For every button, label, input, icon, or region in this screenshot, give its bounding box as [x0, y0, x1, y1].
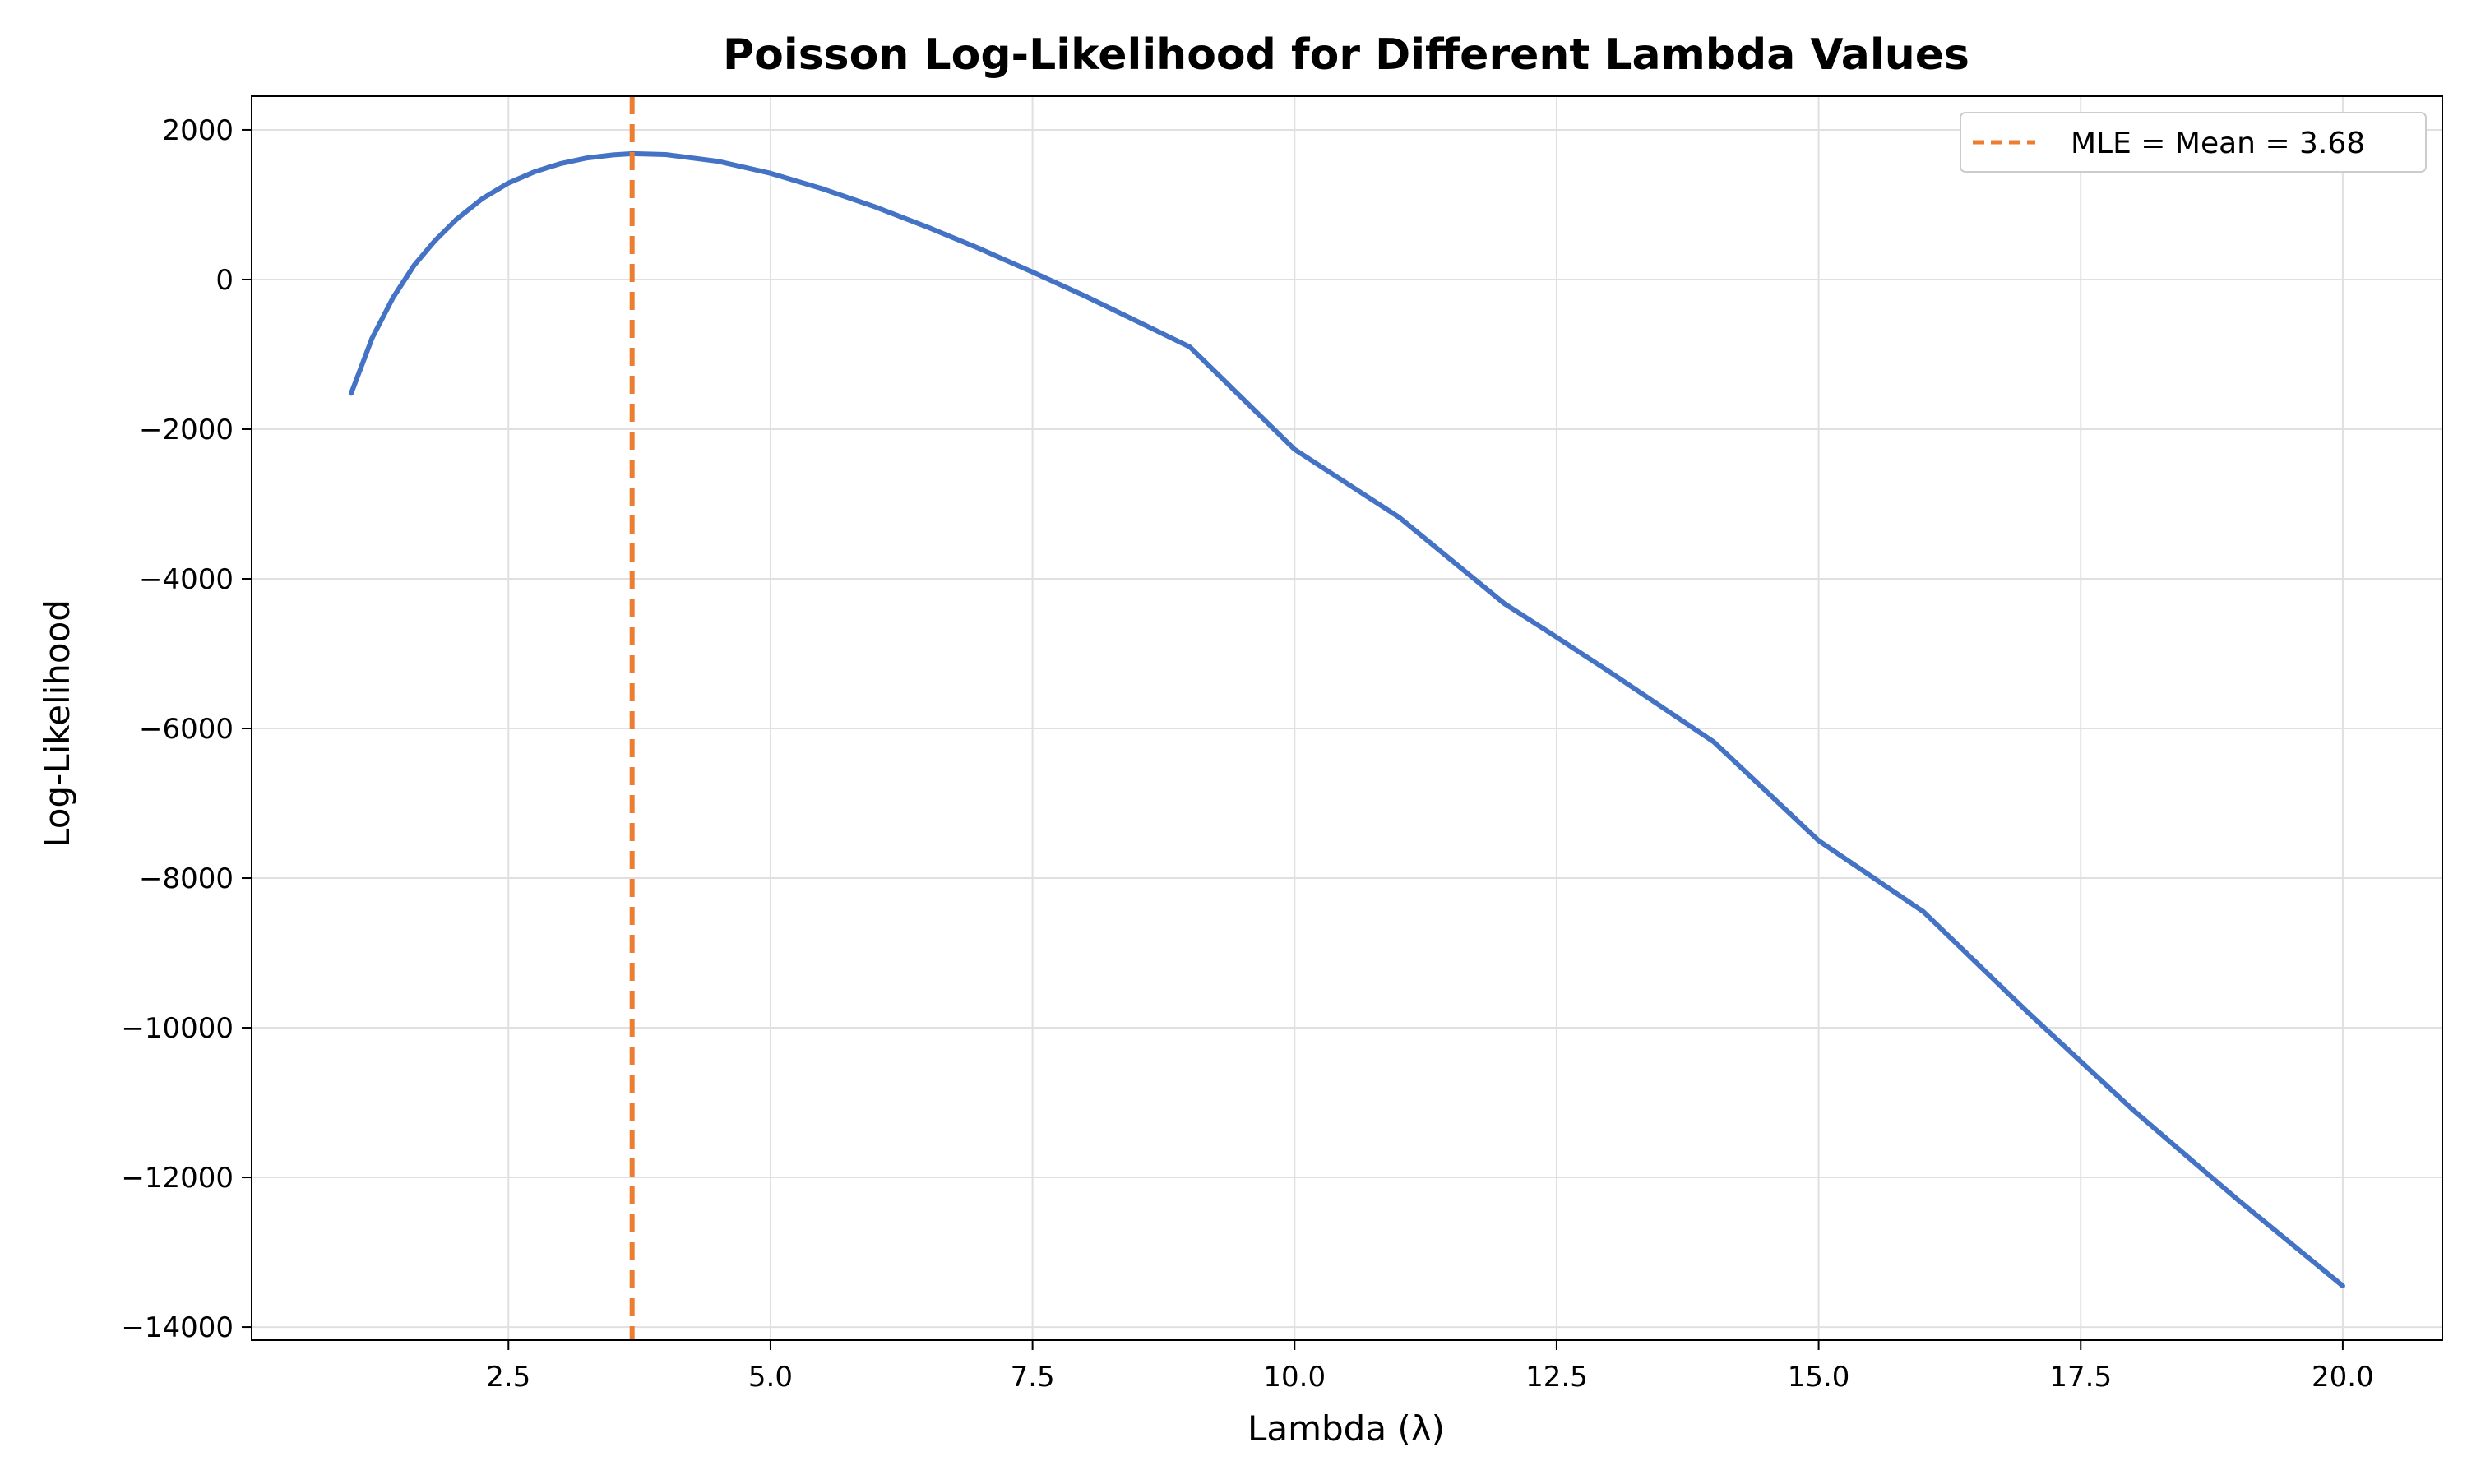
x-tick-label: 7.5: [1011, 1361, 1055, 1394]
x-tick-label: 17.5: [2049, 1361, 2112, 1394]
y-tick-label: −12000: [121, 1162, 234, 1195]
x-axis-title: Lambda (λ): [1247, 1408, 1445, 1449]
plot-area-frame: [251, 95, 2443, 1341]
y-tick-label: 0: [215, 264, 234, 297]
y-tick-label: −6000: [139, 713, 234, 746]
y-tick-label: 2000: [162, 114, 234, 147]
x-tick-label: 5.0: [748, 1361, 793, 1394]
y-tick-label: −2000: [139, 414, 234, 446]
chart-title: Poisson Log-Likelihood for Different Lam…: [723, 30, 1969, 80]
x-tick-label: 2.5: [486, 1361, 530, 1394]
ticks-layer: 2.5 5.0 7.5 10.0 12.5 15.0 17.5 20.0 2000 0 −2000 −…: [121, 114, 2373, 1394]
x-tick-label: 12.5: [1525, 1361, 1588, 1394]
x-tick-label: 20.0: [2312, 1361, 2374, 1394]
y-axis-title: Log-Likelihood: [37, 599, 77, 848]
x-tick-label: 10.0: [1263, 1361, 1326, 1394]
x-tick-label: 15.0: [1788, 1361, 1850, 1394]
series-line-log-likelihood: [349, 150, 2345, 1288]
y-tick-label: −10000: [121, 1012, 234, 1045]
legend-box: [1960, 112, 2427, 173]
data-layer: [349, 96, 2345, 1340]
legend-label-mle: MLE = Mean = 3.68: [2071, 127, 2365, 160]
y-tick-label: −4000: [139, 563, 234, 596]
grid-layer: [252, 96, 2442, 1340]
legend: MLE = Mean = 3.68: [1960, 112, 2427, 173]
y-tick-label: −8000: [139, 862, 234, 895]
y-tick-label: −14000: [121, 1311, 234, 1344]
